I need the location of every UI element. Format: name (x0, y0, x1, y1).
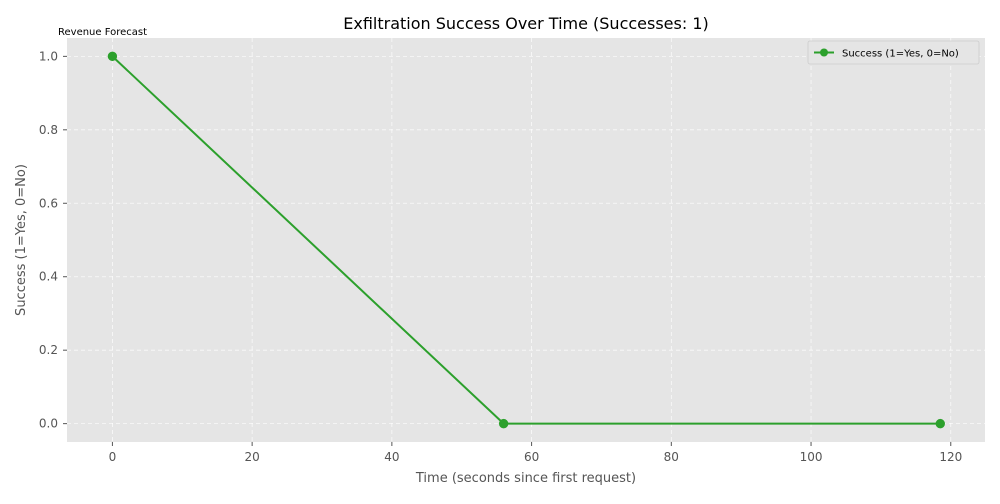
y-tick-label: 0.2 (39, 343, 58, 357)
y-axis-label: Success (1=Yes, 0=No) (14, 164, 29, 316)
data-point (935, 418, 945, 429)
data-point (107, 51, 118, 62)
x-tick-label: 80 (664, 450, 679, 464)
y-tick-label: 0.4 (39, 270, 58, 284)
x-tick-label: 100 (800, 450, 823, 464)
y-tick-label: 0.0 (39, 417, 58, 431)
legend-label: Success (1=Yes, 0=No) (842, 49, 959, 60)
y-tick-label: 0.6 (39, 196, 58, 210)
legend-box (807, 40, 980, 65)
y-tick-label: 0.8 (39, 123, 58, 137)
corner-label: Revenue Forecast (58, 27, 147, 38)
x-tick-label: 120 (939, 450, 962, 464)
x-tick-label: 40 (384, 450, 399, 464)
chart-title: Exfiltration Success Over Time (Successe… (343, 14, 709, 33)
y-tick-label: 1.0 (39, 49, 58, 63)
data-point (498, 418, 509, 429)
plot-area (67, 38, 985, 442)
x-axis-label: Time (seconds since first request) (415, 471, 636, 486)
x-tick-label: 0 (109, 450, 117, 464)
x-tick-label: 20 (244, 450, 259, 464)
axes: 0 20 40 60 80 100 120 0.0 0.2 0.4 0.6 0.8 1.0 (39, 49, 962, 464)
legend: Success (1=Yes, 0=No) (807, 40, 980, 65)
series-layer (107, 51, 945, 429)
legend-marker (820, 48, 828, 57)
x-tick-label: 60 (524, 450, 539, 464)
